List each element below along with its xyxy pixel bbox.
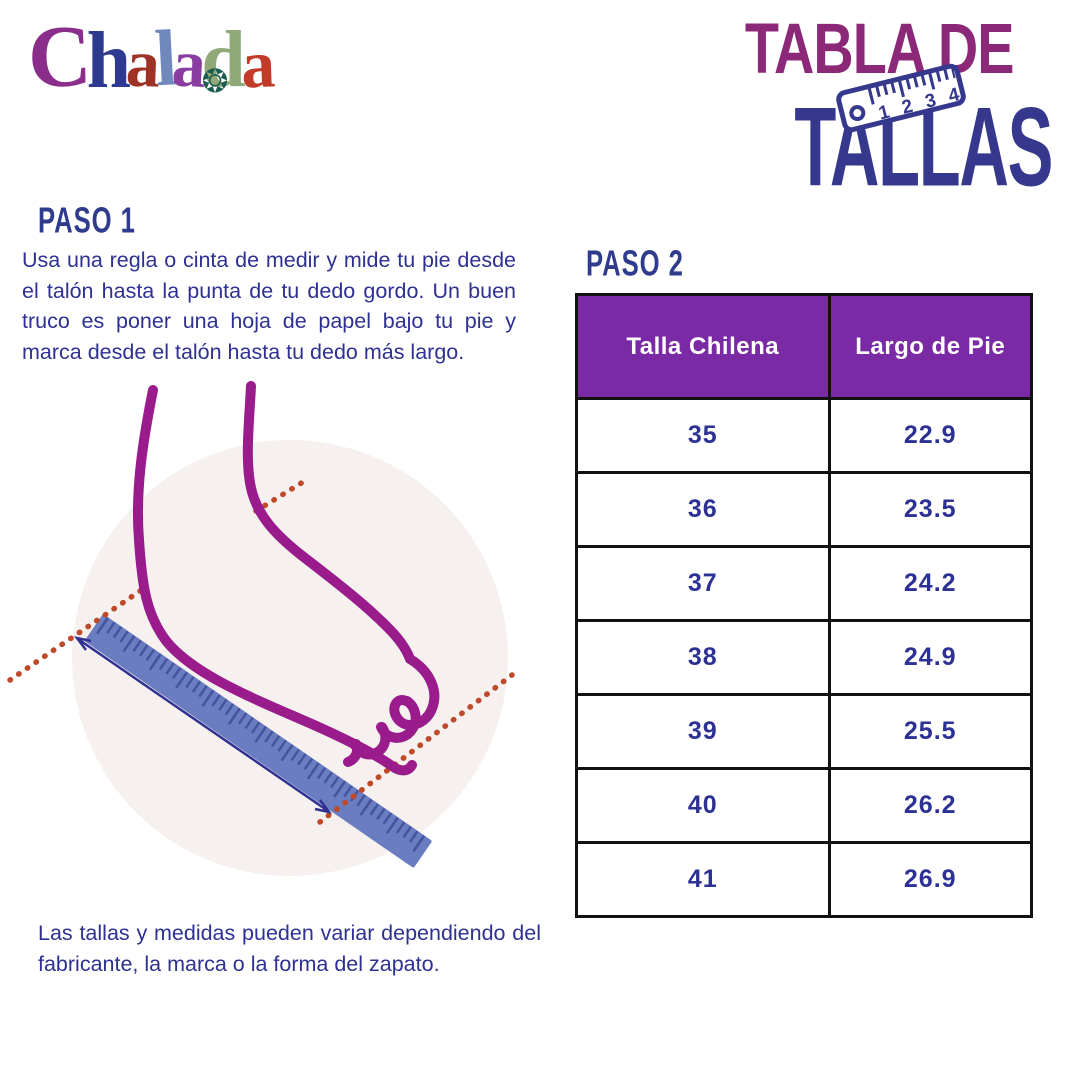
logo-letter: a <box>124 24 157 102</box>
table-row: 38 24.9 <box>578 619 1030 693</box>
toe-curl <box>343 739 363 767</box>
logo-flower-icon: ❂ <box>201 61 229 100</box>
logo-letter: a <box>239 25 272 103</box>
largo-de-pie-cell: 24.9 <box>827 622 1030 693</box>
table-row: 39 25.5 <box>578 693 1030 767</box>
disclaimer-note: Las tallas y medidas pueden variar depen… <box>38 921 541 976</box>
largo-de-pie-cell: 26.9 <box>827 844 1030 915</box>
largo-de-pie-cell: 22.9 <box>827 400 1030 471</box>
foot-outline <box>132 381 440 776</box>
heel-guide-dotted-line-upper <box>253 479 306 514</box>
table-row: 37 24.2 <box>578 545 1030 619</box>
toe-guide-dotted-line <box>317 672 515 825</box>
measurement-arrow <box>73 636 333 814</box>
table-row: 41 26.9 <box>578 841 1030 915</box>
talla-chilena-cell: 41 <box>687 865 718 893</box>
largo-de-pie-cell: 24.2 <box>827 548 1030 619</box>
logo-letter: C <box>26 8 89 107</box>
talla-chilena-cell: 40 <box>687 791 718 819</box>
ruler-icon: 1 2 3 4 <box>833 61 970 135</box>
table-row: 36 23.5 <box>578 471 1030 545</box>
ruler-number-3: 3 <box>923 90 938 113</box>
talla-chilena-cell: 36 <box>687 495 718 523</box>
largo-de-pie-cell: 23.5 <box>827 474 1030 545</box>
ruler-icon-svg: 1 2 3 4 <box>836 63 966 133</box>
ruler-strip-major-ticks <box>96 617 430 856</box>
talla-chilena-cell: 38 <box>687 643 718 671</box>
foot-measurement-illustration <box>7 381 515 876</box>
size-table-header: Talla Chilena Largo de Pie <box>578 296 1030 397</box>
page-title: TABLA DE TALLAS 1 2 3 4 <box>728 9 1054 204</box>
logo-letter: h <box>86 17 131 105</box>
largo-de-pie-cell: 25.5 <box>827 696 1030 767</box>
paso1-paragraph: Usa una regla o cinta de medir y mide tu… <box>22 248 516 364</box>
table-row: 35 22.9 <box>578 397 1030 471</box>
talla-chilena-cell: 37 <box>687 569 718 597</box>
arrowhead-end <box>314 799 333 814</box>
paso2-heading: PASO 2 <box>586 243 684 284</box>
logo-letter: a <box>170 24 204 102</box>
size-table: Talla Chilena Largo de Pie 35 22.9 36 23.5 3… <box>575 293 1033 918</box>
title-line-1: TABLA DE <box>744 9 1015 89</box>
talla-chilena-cell: 35 <box>687 421 718 449</box>
header-talla-chilena: Talla Chilena <box>626 332 780 360</box>
arrowhead-start <box>73 636 92 651</box>
table-row: 40 26.2 <box>578 767 1030 841</box>
header-largo-de-pie: Largo de Pie <box>827 296 1030 397</box>
ruler-number-2: 2 <box>900 96 915 119</box>
largo-de-pie-cell: 26.2 <box>827 770 1030 841</box>
paso1-heading: PASO 1 <box>38 200 136 241</box>
ruler-zero-mark <box>849 105 866 122</box>
size-table-body: 35 22.9 36 23.5 37 24.2 38 24.9 39 25.5 40 26.2 41 26… <box>578 397 1030 915</box>
talla-chilena-cell: 39 <box>687 717 718 745</box>
logo-letter: d ❂ <box>201 16 245 104</box>
